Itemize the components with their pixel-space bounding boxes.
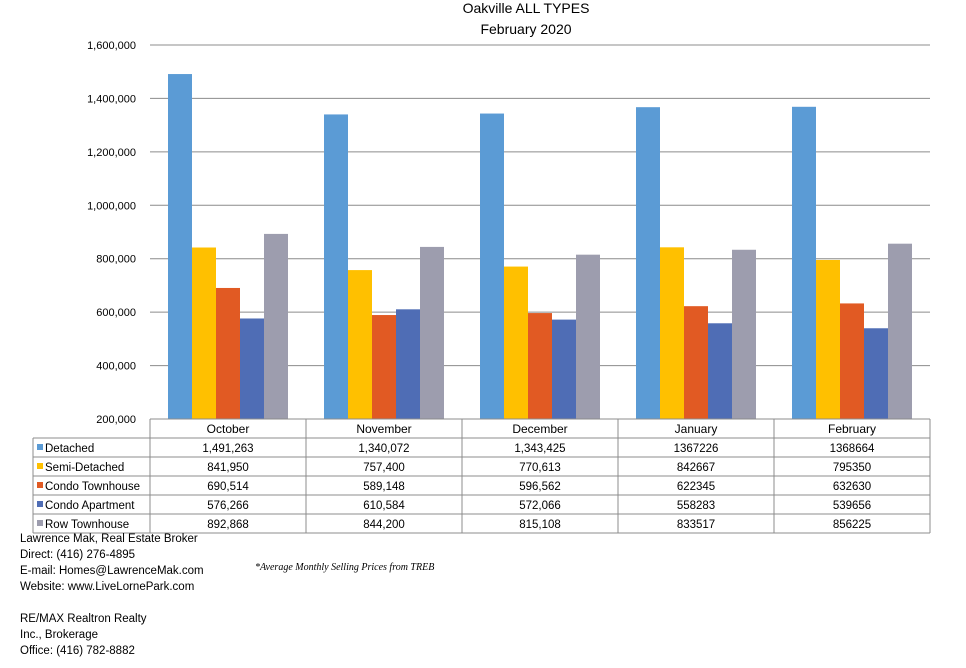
y-tick-label: 200,000 (96, 414, 136, 426)
data-table-value: 841,950 (207, 462, 249, 474)
x-category-label: February (828, 422, 876, 436)
chart-title: Oakville ALL TYPES (462, 0, 590, 16)
bar-row-townhouse (420, 246, 444, 419)
legend-series-name: Row Townhouse (45, 519, 129, 531)
bar-detached (636, 107, 660, 420)
x-category-label: November (356, 422, 411, 436)
bar-condo-apartment (396, 309, 420, 419)
y-tick-label: 1,000,000 (87, 200, 136, 212)
legend-swatch (37, 463, 43, 469)
bar-semi-detached (348, 270, 372, 419)
legend-swatch (37, 520, 43, 526)
bar-condo-apartment (240, 318, 264, 419)
x-category-label: December (512, 422, 567, 436)
agent-email: E-mail: Homes@LawrenceMak.com (20, 565, 204, 577)
data-table-value: 558283 (677, 500, 715, 512)
data-table-value: 632630 (833, 481, 871, 493)
legend-series-name: Detached (45, 443, 94, 455)
source-footnote: *Average Monthly Selling Prices from TRE… (255, 562, 435, 573)
data-table-value: 1368664 (830, 443, 875, 455)
agent-direct-phone: Direct: (416) 276-4895 (20, 549, 136, 561)
bar-condo-apartment (708, 323, 732, 419)
bar-detached (168, 74, 192, 419)
bar-condo-townhouse (372, 315, 396, 419)
bar-condo-townhouse (684, 306, 708, 419)
y-tick-label: 800,000 (96, 254, 136, 266)
data-table-value: 833517 (677, 519, 715, 531)
bar-condo-apartment (864, 328, 888, 419)
data-table-value: 856225 (833, 519, 871, 531)
data-table-value: 589,148 (363, 481, 405, 493)
data-table-value: 795350 (833, 462, 871, 474)
data-table-value: 622345 (677, 481, 715, 493)
legend-swatch (37, 482, 43, 488)
data-table-value: 1,340,072 (358, 443, 409, 455)
agent-name: Lawrence Mak, Real Estate Broker (20, 533, 198, 545)
legend-swatch (37, 444, 43, 450)
bar-detached (480, 113, 504, 419)
bar-row-townhouse (264, 233, 288, 419)
bar-row-townhouse (576, 254, 600, 419)
y-tick-label: 400,000 (96, 361, 136, 373)
bar-row-townhouse (732, 249, 756, 419)
data-table-value: 576,266 (207, 500, 249, 512)
legend-swatch (37, 501, 43, 507)
bar-detached (792, 106, 816, 420)
data-table-value: 690,514 (207, 481, 249, 493)
legend-series-name: Condo Townhouse (45, 481, 140, 493)
bar-condo-apartment (552, 319, 576, 419)
bar-condo-townhouse (840, 303, 864, 419)
legend-series-name: Semi-Detached (45, 462, 124, 474)
brokerage-name-line2: Inc., Brokerage (20, 629, 98, 641)
data-table-value: 572,066 (519, 500, 561, 512)
bar-condo-townhouse (216, 287, 240, 419)
bar-semi-detached (816, 259, 840, 419)
data-table-value: 815,108 (519, 519, 561, 531)
y-tick-label: 1,200,000 (87, 147, 136, 159)
x-category-label: January (675, 422, 718, 436)
bar-condo-townhouse (528, 313, 552, 419)
data-table-value: 1,491,263 (202, 443, 253, 455)
data-table-value: 844,200 (363, 519, 405, 531)
data-table-value: 610,584 (363, 500, 405, 512)
x-category-label: October (207, 422, 250, 436)
bar-semi-detached (192, 247, 216, 419)
chart-subtitle: February 2020 (480, 21, 572, 37)
bar-semi-detached (504, 266, 528, 419)
bar-detached (324, 114, 348, 419)
y-tick-label: 1,400,000 (87, 93, 136, 105)
y-tick-label: 600,000 (96, 307, 136, 319)
data-table-value: 539656 (833, 500, 871, 512)
data-table-value: 1367226 (674, 443, 719, 455)
office-phone: Office: (416) 782-8882 (20, 645, 135, 657)
data-table-value: 757,400 (363, 462, 405, 474)
y-tick-label: 1,600,000 (87, 40, 136, 52)
agent-website: Website: www.LiveLornePark.com (20, 581, 195, 593)
legend-series-name: Condo Apartment (45, 500, 135, 512)
data-table-value: 770,613 (519, 462, 561, 474)
bar-semi-detached (660, 247, 684, 419)
brokerage-name-line1: RE/MAX Realtron Realty (20, 613, 147, 625)
data-table-value: 892,868 (207, 519, 249, 531)
data-table-value: 596,562 (519, 481, 561, 493)
data-table-value: 842667 (677, 462, 715, 474)
data-table-value: 1,343,425 (514, 443, 565, 455)
bar-row-townhouse (888, 243, 912, 419)
